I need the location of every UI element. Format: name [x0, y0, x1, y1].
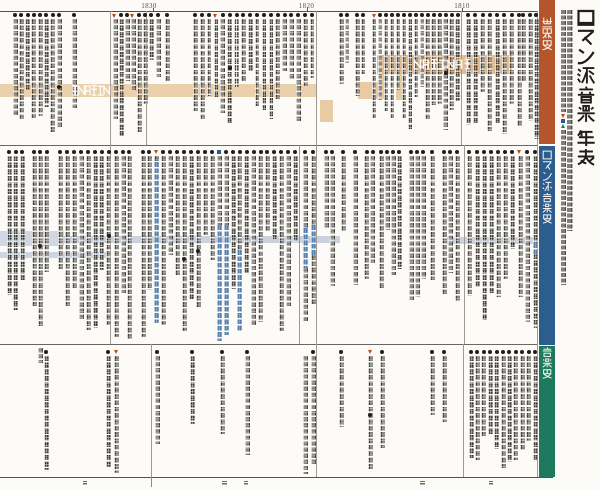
- svg-text:1820: 1820: [299, 2, 315, 10]
- svg-text:1810: 1810: [454, 2, 470, 10]
- svg-text:1830: 1830: [141, 2, 157, 10]
